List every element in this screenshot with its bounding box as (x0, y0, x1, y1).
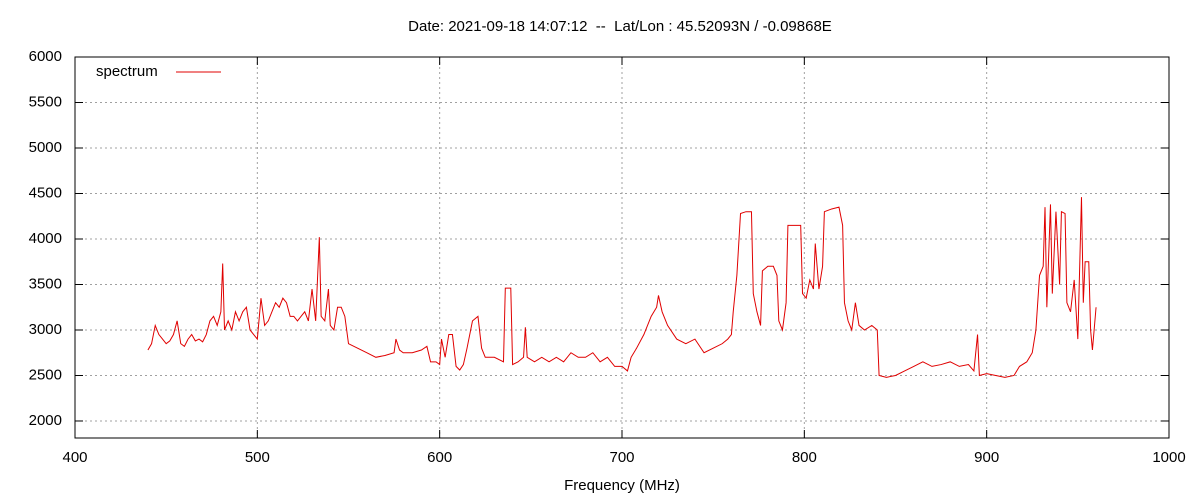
y-tick-label: 5500 (29, 93, 62, 110)
x-tick-label: 700 (609, 449, 634, 466)
y-tick-label: 2000 (29, 412, 62, 429)
plot-frame (74, 56, 1170, 439)
y-tick-label: 4500 (29, 184, 62, 201)
y-tick-label: 5000 (29, 139, 62, 156)
y-tick-label: 2500 (29, 366, 62, 383)
y-tick-label: 3000 (29, 321, 62, 338)
x-tick-label: 600 (427, 449, 452, 466)
x-tick-label: 400 (62, 449, 87, 466)
chart-title: Date: 2021-09-18 14:07:12 -- Lat/Lon : 4… (408, 18, 832, 35)
legend-label: spectrum (96, 63, 158, 80)
y-tick-label: 6000 (29, 48, 62, 65)
y-tick-label: 3500 (29, 275, 62, 292)
x-tick-label: 800 (792, 449, 817, 466)
x-tick-label: 500 (245, 449, 270, 466)
x-axis-label: Frequency (MHz) (564, 477, 680, 494)
x-tick-label: 900 (974, 449, 999, 466)
spectrum-line (147, 197, 1097, 378)
x-tick-label: 1000 (1152, 449, 1185, 466)
y-tick-label: 4000 (29, 230, 62, 247)
